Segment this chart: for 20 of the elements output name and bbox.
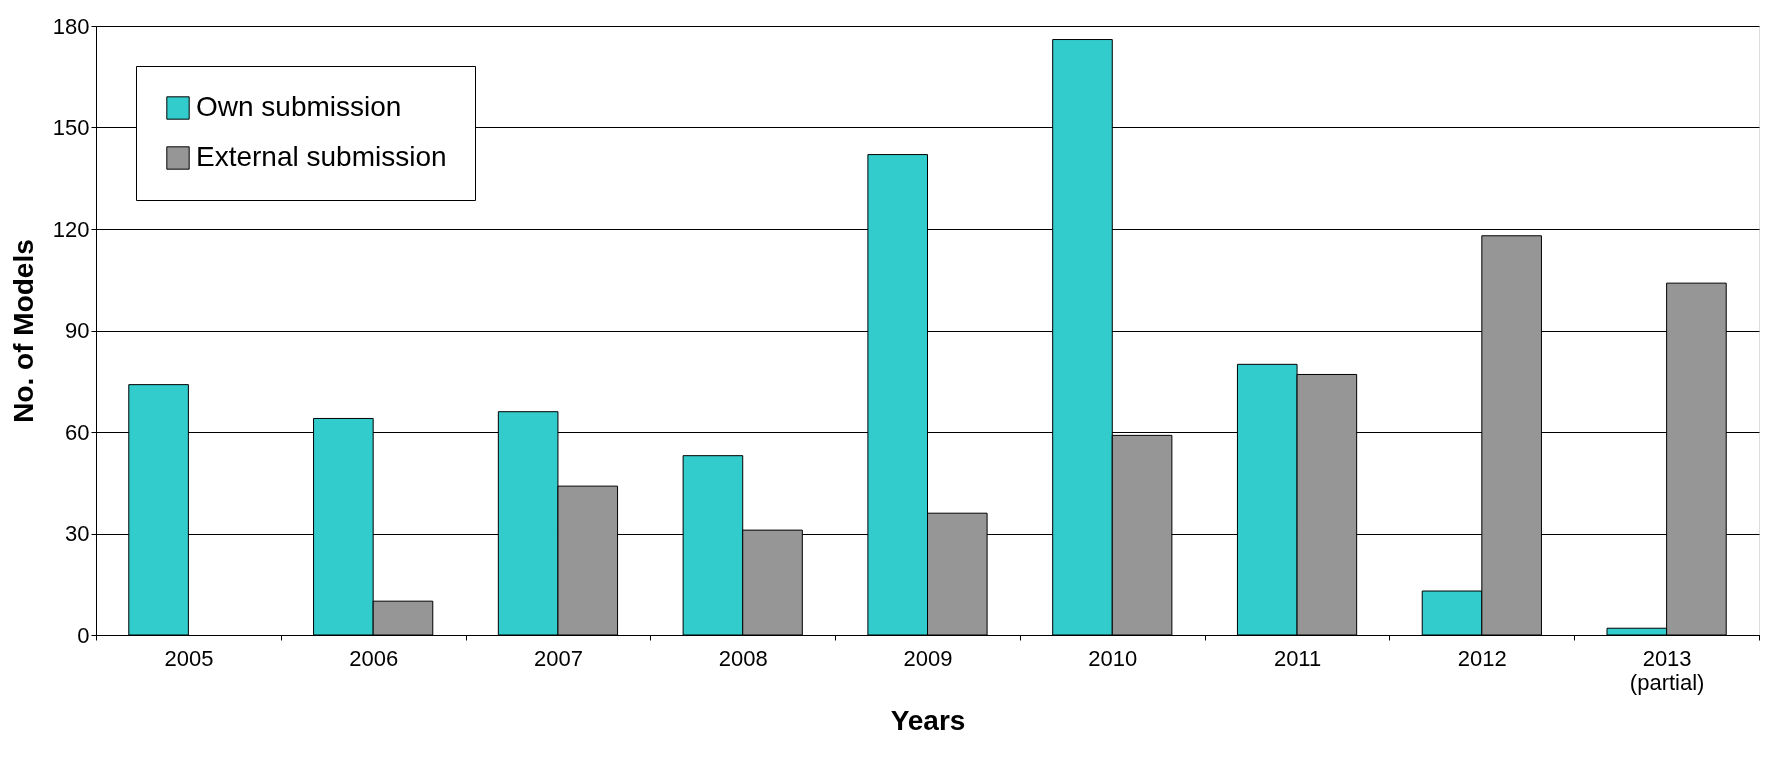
y-tick-label: 120 <box>52 216 90 242</box>
x-tick-label: 2007 <box>533 645 583 671</box>
y-tick-label: 30 <box>65 521 90 546</box>
y-tick-label: 90 <box>65 318 90 343</box>
x-axis-title: Years <box>890 704 966 736</box>
y-tick-label: 150 <box>52 115 90 140</box>
x-tick-label: 2011 <box>1273 645 1322 671</box>
x-tick-label: 2008 <box>718 645 768 671</box>
x-tick-label: 2010 <box>1088 645 1138 671</box>
y-axis-title: No. of Models <box>7 239 39 423</box>
y-tick-label: 180 <box>52 13 90 39</box>
x-tick-label: 2013 (partial) <box>1629 645 1705 695</box>
x-tick-label: 2005 <box>164 645 214 671</box>
legend-label: Own submission <box>196 91 402 122</box>
x-tick-label: 2006 <box>349 645 399 671</box>
x-tick-label: 2012 <box>1457 645 1507 671</box>
y-tick-label: 0 <box>77 622 90 648</box>
y-tick-label: 60 <box>65 419 90 445</box>
legend-label: External submission <box>196 141 447 172</box>
x-tick-label: 2009 <box>903 645 953 671</box>
